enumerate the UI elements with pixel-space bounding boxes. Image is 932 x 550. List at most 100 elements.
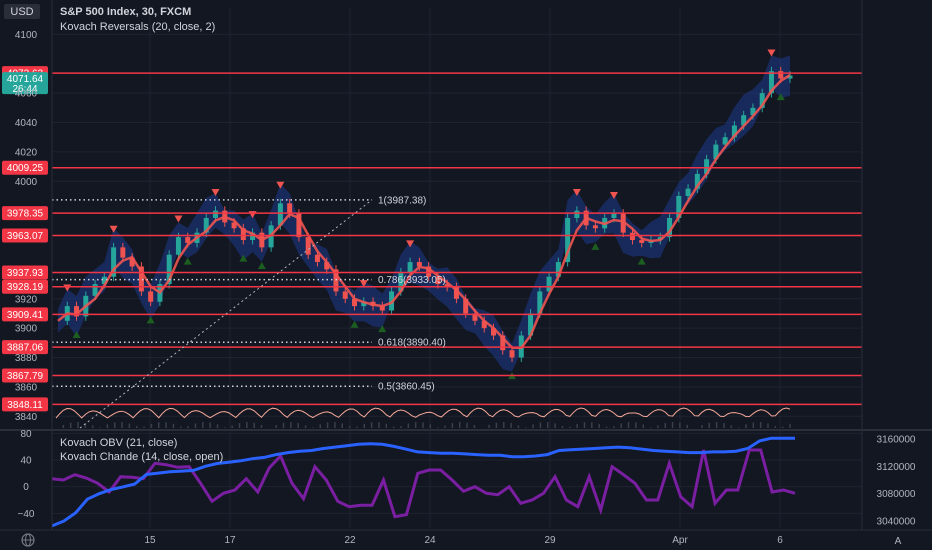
auto-scale-button[interactable]: A (895, 536, 902, 547)
sell-marker (276, 181, 285, 189)
buy-marker (350, 320, 359, 328)
level-tag-label: 3848.11 (7, 400, 43, 411)
candle-body (333, 269, 339, 292)
candle-body (296, 213, 302, 238)
x-tick-label: 29 (544, 535, 556, 546)
level-tag[interactable] (2, 340, 48, 355)
x-tick-label: 17 (224, 535, 236, 546)
moving-average (57, 74, 791, 349)
grid (52, 8, 862, 528)
candle-body (713, 144, 719, 160)
candle-body (463, 298, 469, 314)
candle-body (148, 291, 154, 302)
candle-body (287, 203, 293, 214)
sell-marker (609, 191, 618, 199)
level-tag[interactable] (2, 397, 48, 412)
globe-icon[interactable] (21, 533, 35, 547)
level-tag[interactable] (2, 265, 48, 280)
lower-left-tick: 80 (20, 429, 32, 440)
level-tag[interactable] (2, 368, 48, 383)
candle-body (481, 320, 487, 329)
ma-line (57, 74, 791, 349)
buy-marker (257, 261, 266, 269)
candle-body (546, 276, 552, 292)
symbol-title[interactable]: S&P 500 Index, 30, FXCM (60, 6, 191, 18)
candle-body (565, 218, 571, 263)
candle-body (731, 125, 737, 138)
y-tick-label: 3900 (15, 324, 38, 335)
volume-line (55, 407, 791, 419)
fib-level-label: 1(3987.38) (378, 195, 426, 206)
candle-body (750, 107, 756, 116)
lower-left-tick: 0 (23, 482, 29, 493)
level-tag[interactable] (2, 206, 48, 221)
candle-body (175, 237, 181, 255)
sell-marker (406, 240, 415, 248)
level-tag[interactable] (2, 279, 48, 294)
candle-body (509, 350, 515, 358)
level-tag-label: 3937.93 (7, 268, 44, 279)
lower-right-tick: 3160000 (877, 434, 916, 445)
candle-body (639, 240, 645, 243)
candle-body (166, 254, 172, 285)
candle-body (426, 266, 432, 277)
sell-marker (211, 189, 220, 197)
lower-pane (51, 436, 796, 528)
candle-body (620, 213, 626, 233)
y-tick-label: 3920 (15, 294, 38, 305)
level-tag-label: 4009.25 (7, 163, 44, 174)
buy-marker (183, 257, 192, 265)
level-tag-label: 3909.41 (7, 310, 44, 321)
candle-body (490, 328, 496, 336)
y-tick-label: 3860 (15, 382, 38, 393)
candle-body (379, 306, 385, 311)
horizontal-levels[interactable]: 4073.634009.253978.353963.073937.933928.… (2, 66, 862, 412)
candle-body (500, 335, 506, 351)
fib-trend-line[interactable] (79, 199, 373, 429)
y-tick-label: 3880 (15, 353, 38, 364)
level-tag[interactable] (2, 228, 48, 243)
fib-level-label: 0.5(3860.45) (378, 382, 435, 393)
y-tick-label: 4020 (15, 147, 38, 158)
lower-left-tick: 40 (20, 456, 32, 467)
candle-body (676, 195, 682, 218)
level-tag[interactable] (2, 307, 48, 322)
y-tick-label: 4000 (15, 177, 38, 188)
candle-body (537, 291, 543, 314)
volume-oscillator (55, 407, 791, 428)
chande-label[interactable]: Kovach Chande (14, close, open) (60, 451, 223, 463)
candle-body (185, 237, 191, 243)
candle-body (407, 262, 413, 273)
fibonacci-levels[interactable]: 1(3987.38) 0.786(3933.05) 0.618(3890.40) 0.… (52, 195, 446, 429)
candle-body (231, 222, 237, 229)
candle-body (694, 173, 700, 189)
x-tick-label: 24 (424, 535, 436, 546)
lower-right-tick: 3080000 (877, 489, 916, 500)
candle-body (472, 313, 478, 321)
level-tag-label: 3978.35 (7, 209, 44, 220)
candle-body (129, 257, 135, 267)
buy-marker (239, 254, 248, 262)
currency-badge[interactable] (4, 4, 40, 19)
candle-body (240, 228, 246, 241)
x-tick-label: Apr (672, 535, 688, 546)
level-tag-label: 3887.06 (7, 343, 44, 354)
obv-label[interactable]: Kovach OBV (21, close) (60, 437, 177, 449)
buy-marker (146, 316, 155, 324)
level-tag[interactable] (2, 160, 48, 175)
candle-body (778, 71, 784, 79)
candle-body (574, 210, 580, 218)
buy-marker (591, 242, 600, 250)
indicator-label[interactable]: Kovach Reversals (20, close, 2) (60, 21, 215, 33)
lower-right-tick: 3040000 (877, 517, 916, 528)
level-tag-label: 3928.19 (7, 282, 44, 293)
candle-body (352, 298, 358, 307)
x-tick-label: 22 (344, 535, 356, 546)
candle-body (444, 284, 450, 288)
current-price-tag[interactable] (2, 72, 48, 95)
candle-body (787, 75, 793, 79)
buy-marker (637, 257, 646, 265)
